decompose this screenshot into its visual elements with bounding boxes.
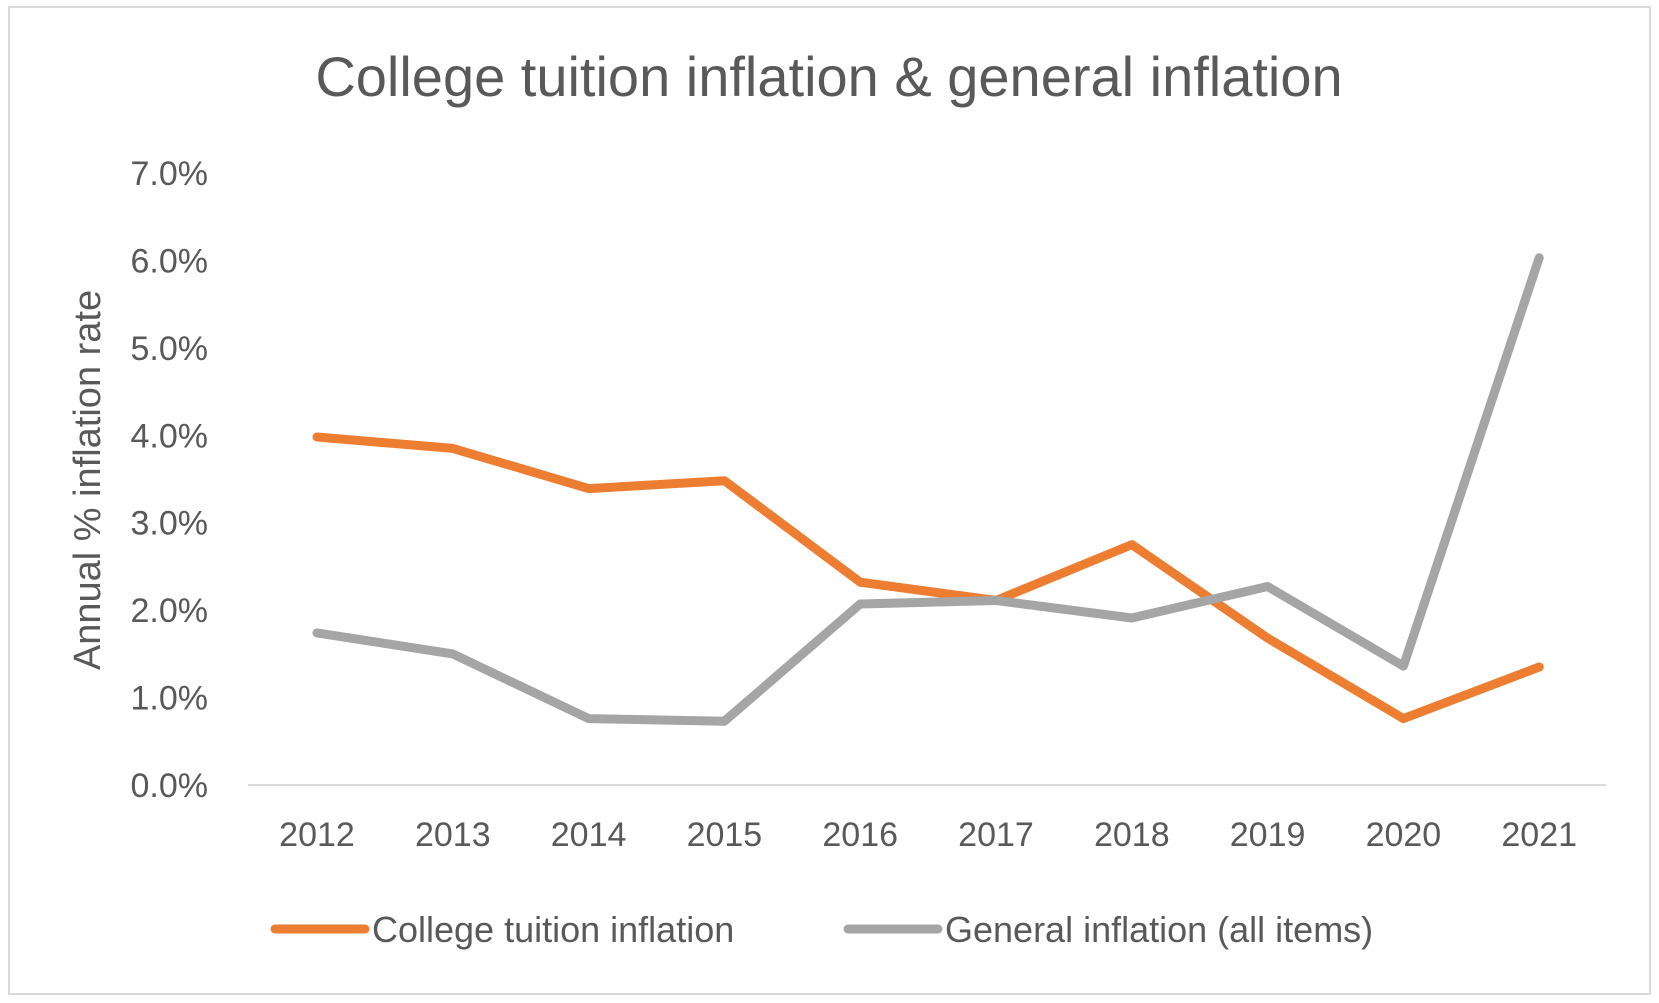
data-point — [1537, 664, 1542, 669]
data-point — [722, 478, 727, 483]
data-point — [1265, 584, 1270, 589]
series-line-1 — [312, 432, 1544, 724]
data-point — [1537, 255, 1542, 260]
y-tick-label: 7.0% — [131, 155, 209, 193]
x-tick-label: 2013 — [415, 816, 491, 854]
x-tick-label: 2012 — [279, 816, 355, 854]
x-tick-label: 2016 — [822, 816, 898, 854]
y-tick-label: 4.0% — [131, 417, 209, 455]
data-point — [1401, 664, 1406, 669]
x-tick-label: 2019 — [1230, 816, 1306, 854]
data-point — [1401, 716, 1406, 721]
legend-label: College tuition inflation — [372, 909, 734, 950]
data-point — [586, 716, 591, 721]
data-point — [1129, 542, 1134, 547]
y-tick-label: 2.0% — [131, 592, 209, 630]
data-point — [994, 598, 998, 603]
y-axis-ticks: 0.0% 1.0% 2.0% 3.0% 4.0% 5.0% 6.0% 7.0% — [131, 155, 209, 805]
y-tick-label: 6.0% — [131, 242, 209, 280]
legend: College tuition inflation General inflati… — [270, 909, 1373, 950]
y-tick-label: 0.0% — [131, 767, 209, 805]
data-point — [586, 486, 591, 491]
data-point — [858, 602, 863, 607]
series-lines — [312, 253, 1544, 726]
x-tick-label: 2017 — [958, 816, 1034, 854]
legend-label: General inflation (all items) — [945, 909, 1373, 950]
data-point — [450, 651, 455, 656]
data-point — [315, 630, 319, 635]
data-point — [450, 446, 455, 451]
chart-title: College tuition inflation & general infl… — [315, 45, 1342, 108]
x-tick-label: 2020 — [1366, 816, 1442, 854]
data-point — [1129, 616, 1134, 621]
data-point — [722, 719, 727, 724]
chart-frame — [8, 6, 1651, 995]
y-axis-label: Annual % inflation rate — [67, 290, 109, 670]
x-axis-ticks: 2012 2013 2014 2015 2016 2017 2018 2019 2020 2021 — [279, 816, 1577, 854]
data-point — [1265, 636, 1270, 641]
series-line-2 — [312, 253, 1544, 726]
x-tick-label: 2021 — [1501, 816, 1577, 854]
data-point — [858, 580, 863, 585]
y-tick-label: 1.0% — [131, 680, 209, 718]
y-tick-label: 5.0% — [131, 330, 209, 368]
x-tick-label: 2018 — [1094, 816, 1170, 854]
x-tick-label: 2015 — [687, 816, 763, 854]
data-point — [315, 435, 319, 440]
y-tick-label: 3.0% — [131, 505, 209, 543]
x-tick-label: 2014 — [551, 816, 627, 854]
